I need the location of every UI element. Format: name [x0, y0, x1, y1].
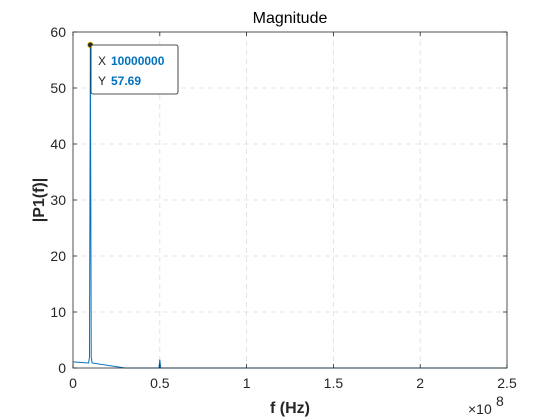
y-tick-label: 10 [50, 304, 66, 320]
x-exponent-label: ×10 [468, 401, 492, 417]
y-axis-label: |P1(f)| [31, 178, 48, 223]
y-tick-label: 30 [50, 192, 66, 208]
datatip-y-key: Y [98, 74, 106, 88]
datatip-box[interactable] [90, 44, 179, 95]
y-tick-label: 0 [58, 360, 66, 376]
x-axis-label: f (Hz) [270, 400, 310, 417]
x-tick-label: 0 [69, 375, 77, 391]
datatip-y-value: 57.69 [111, 74, 141, 88]
x-tick-label: 1 [243, 375, 251, 391]
y-tick-label: 40 [50, 136, 66, 152]
datatip[interactable]: X 10000000 Y 57.69 [87, 41, 179, 95]
axes-frame [72, 31, 508, 369]
x-tick-label: 2.5 [497, 375, 517, 391]
x-tick-label: 2 [416, 375, 424, 391]
y-tick-label: 20 [50, 248, 66, 264]
x-exponent-power: 8 [496, 393, 504, 409]
x-tick-label: 0.5 [150, 375, 170, 391]
y-tick-label: 50 [50, 80, 66, 96]
datatip-x-key: X [98, 54, 106, 68]
x-tick-label: 1.5 [324, 375, 344, 391]
datatip-x-value: 10000000 [111, 54, 165, 68]
y-tick-label: 60 [50, 24, 66, 40]
x-tick-labels: 0 0.5 1 1.5 2 2.5 [69, 375, 517, 391]
y-tick-labels: 0 10 20 30 40 50 60 [50, 24, 66, 376]
chart-title: Magnitude [253, 10, 328, 27]
